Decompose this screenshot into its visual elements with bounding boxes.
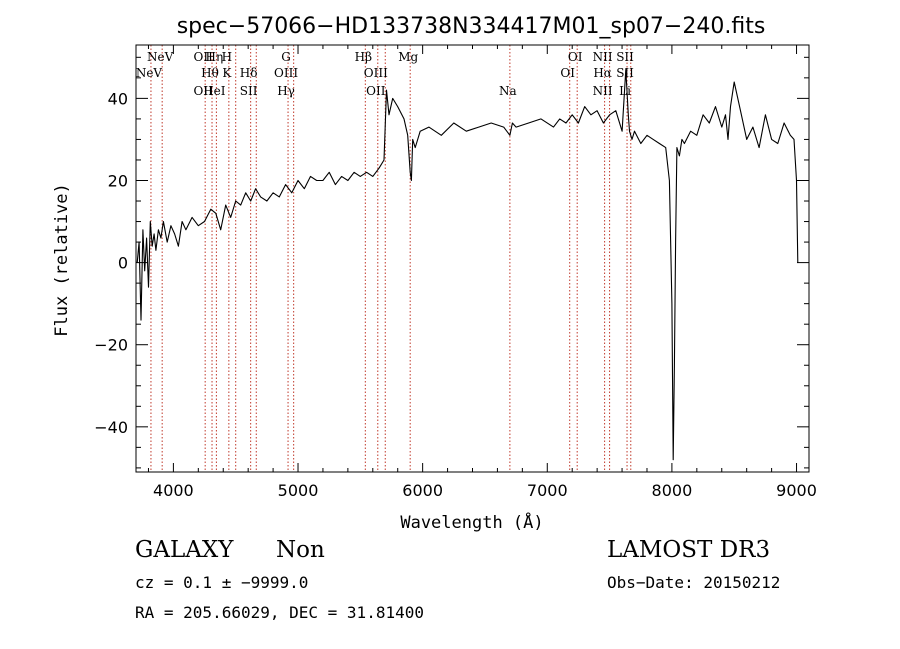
marker-label-2-2: OII [194, 84, 214, 98]
marker-label-9-2: Hγ [277, 84, 295, 98]
marker-label-4-0: Hη [206, 50, 224, 64]
marker-label-20-2: Li [619, 84, 631, 98]
y-tick-label-2: 0 [118, 254, 128, 273]
marker-label-7-1: Hδ [240, 66, 258, 80]
object-subclass: Non [276, 537, 325, 563]
marker-label-15-2: Na [499, 84, 517, 98]
x-tick-label-0: 4000 [153, 481, 194, 500]
x-tick-label-3: 7000 [527, 481, 568, 500]
y-tick-label-3: 20 [108, 171, 128, 190]
chart-title: spec−57066−HD133738N334417M01_sp07−240.f… [177, 14, 766, 39]
plot-frame [135, 44, 810, 473]
marker-label-4-2: HeI [203, 84, 226, 98]
marker-label-7-2: SII [240, 84, 258, 98]
x-tick-label-5: 9000 [776, 481, 817, 500]
marker-label-5-1: K [222, 66, 232, 80]
line-marker-labels: NeV NeV OII OII Hθ Hη HeI HK Hδ SII G OIII Hγ Hβ OIII O… [136, 50, 634, 98]
y-tick-label-0: −40 [94, 418, 128, 437]
observation-date: Obs−Date: 20150212 [607, 573, 781, 592]
marker-label-9-0: G [281, 50, 291, 64]
marker-label-12-1: OIII [364, 66, 388, 80]
redshift-text: cz = 0.1 ± −9999.0 [135, 573, 309, 592]
marker-label-9-1: OIII [274, 66, 298, 80]
marker-label-18-2: NII [593, 84, 613, 98]
marker-label-11-0: Hβ [355, 50, 372, 64]
object-class: GALAXY [135, 537, 234, 563]
marker-label-2-0: OII [194, 50, 214, 64]
marker-label-3-1: Hθ [201, 66, 219, 80]
x-tick-label-1: 5000 [278, 481, 319, 500]
marker-label-17-0: OI [568, 50, 583, 64]
marker-label-20-0: SII [616, 50, 634, 64]
marker-label-14-0: Mg [398, 50, 418, 64]
x-axis: 4000 5000 6000 7000 8000 9000 [147, 45, 817, 500]
x-axis-label: Wavelength (Å) [400, 511, 543, 533]
marker-label-16-1: OI [560, 66, 575, 80]
survey-name: LAMOST DR3 [607, 537, 771, 563]
x-tick-label-4: 8000 [652, 481, 693, 500]
line-markers [150, 45, 632, 472]
y-tick-label-1: −20 [94, 336, 128, 355]
marker-label-1-0: NeV [147, 50, 174, 64]
y-axis-label: Flux (relative) [52, 183, 72, 337]
marker-label-18-0: NII [593, 50, 613, 64]
coordinates-text: RA = 205.66029, DEC = 31.81400 [135, 603, 424, 622]
spectrum-series-line [136, 69, 799, 461]
y-axis: −40 −20 0 20 40 [94, 56, 809, 469]
x-tick-label-2: 6000 [402, 481, 443, 500]
y-tick-label-4: 40 [108, 89, 128, 108]
marker-label-12-2: OII [366, 84, 386, 98]
marker-label-5-0: H [222, 50, 232, 64]
marker-label-18-1: Hα [593, 66, 612, 80]
marker-label-0-1: NeV [136, 66, 163, 80]
